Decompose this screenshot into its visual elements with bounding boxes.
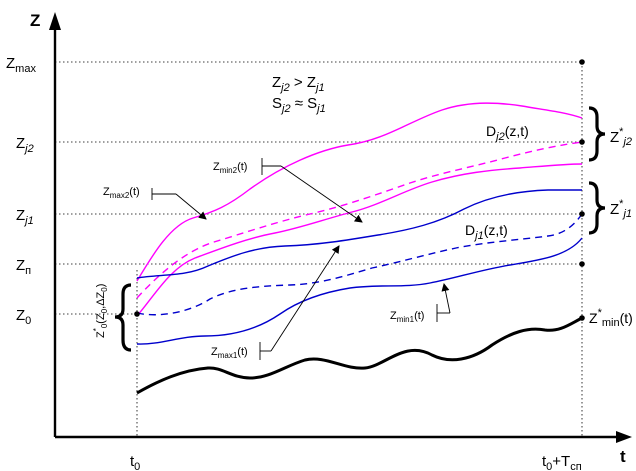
- zp-end-dot: [579, 261, 585, 267]
- t0-label: t0: [130, 453, 140, 471]
- z0-label: Z0: [16, 307, 31, 327]
- zmin-star-curve: [136, 316, 583, 395]
- t-axis-arrow-icon: [616, 431, 632, 443]
- zj2-end-dot: [579, 139, 585, 145]
- zmin1-arrow-icon: [441, 283, 451, 314]
- dj2-label: Dj2(z,t): [486, 123, 529, 143]
- zstar-j2-label: Z*j2: [610, 126, 632, 148]
- zmin1-curve: [136, 237, 583, 345]
- z0-init-brace-icon: [114, 283, 132, 352]
- zmin-end-dot: [579, 315, 585, 321]
- zj1-end-dot: [579, 211, 585, 217]
- dj2-mid-curve: [136, 141, 583, 299]
- t-axis-label: t: [620, 447, 626, 466]
- zj2-brace-icon: [588, 106, 606, 162]
- zmax2-arrow-icon: [175, 193, 207, 220]
- zmax1-arrow-icon: [270, 245, 340, 352]
- zmax2-label: Zmax2(t): [103, 186, 140, 200]
- z-axis-label: Z: [30, 11, 40, 30]
- z-axis-arrow-icon: [49, 12, 61, 30]
- zmin1-label: Zmin1(t): [390, 310, 424, 324]
- zj2-label: Zj2: [16, 135, 34, 155]
- zmin2-label: Zmin2(t): [213, 161, 247, 175]
- tend-label: t0+Tсп: [542, 453, 582, 471]
- zmin2-arrow-icon: [280, 165, 363, 223]
- dj1-mid-curve: [136, 213, 583, 316]
- dj1-label: Dj1(z,t): [465, 222, 508, 242]
- zj1-label: Zj1: [16, 207, 34, 227]
- zmax-label: Zmax: [6, 55, 36, 75]
- zp-label: Zп: [16, 257, 31, 277]
- zmax2-curve: [136, 102, 583, 282]
- z0-init-dot: [134, 311, 140, 317]
- condition-s: Sj2 ≈ Sj1: [272, 95, 326, 115]
- zmax1-curve: [136, 189, 582, 279]
- z0-init-label: Z*0(Z0,ΔZ0): [92, 284, 109, 338]
- zstar-j1-label: Z*j1: [610, 198, 632, 220]
- zmax1-label: Zmax1(t): [211, 346, 248, 360]
- zstar-min-label: Z*min(t): [589, 307, 633, 329]
- condition-z: Zj2 > Zj1: [272, 74, 325, 94]
- zj1-brace-icon: [588, 181, 606, 235]
- zmin2-curve: [136, 163, 583, 317]
- zmax-end-dot: [579, 59, 585, 65]
